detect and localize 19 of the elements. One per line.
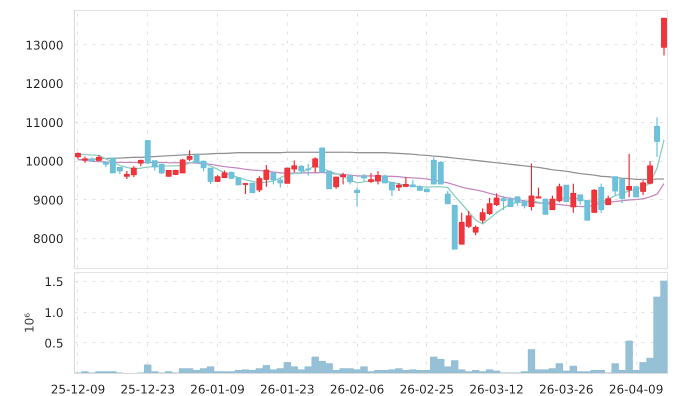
y-tick-label: 10000 xyxy=(25,154,64,169)
x-tick-label: 26-03-12 xyxy=(469,382,524,396)
x-tick-label: 26-01-09 xyxy=(190,382,245,396)
x-tick-label: 25-12-09 xyxy=(50,382,106,396)
y-tick-label: 9000 xyxy=(32,193,64,208)
y-tick-label: 8000 xyxy=(32,232,64,246)
x-tick-label: 26-02-06 xyxy=(330,382,384,396)
x-tick-label: 26-04-09 xyxy=(608,382,664,396)
y-tick-label: 13000 xyxy=(25,38,64,52)
x-tick-label: 26-03-26 xyxy=(539,382,594,396)
y-tick-label: 11000 xyxy=(25,116,64,130)
y-tick-label: 1.5 xyxy=(44,275,64,290)
x-tick-label: 25-12-23 xyxy=(120,382,175,396)
y-axis-title: 10⁶ xyxy=(22,312,36,334)
y-tick-label: 0.5 xyxy=(44,336,64,350)
y-tick-label: 1.0 xyxy=(44,306,64,320)
x-tick-label: 26-02-25 xyxy=(400,382,454,396)
y-tick-label: 12000 xyxy=(25,77,64,92)
x-tick-label: 26-01-23 xyxy=(260,382,315,396)
